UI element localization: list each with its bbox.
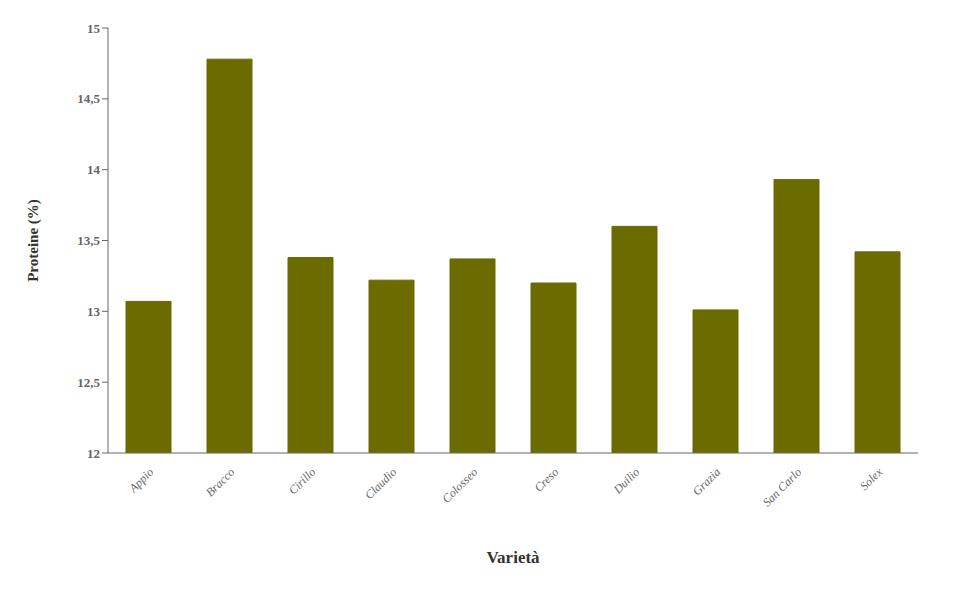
svg-text:14: 14 — [87, 162, 101, 177]
svg-text:Colosseo: Colosseo — [439, 465, 480, 506]
svg-text:Duilio: Duilio — [610, 465, 642, 497]
svg-text:Appio: Appio — [125, 465, 156, 496]
svg-text:San Carlo: San Carlo — [760, 465, 805, 510]
svg-text:Creso: Creso — [531, 465, 561, 495]
svg-text:Cirillo: Cirillo — [286, 465, 319, 498]
svg-text:Grazia: Grazia — [690, 465, 723, 498]
svg-text:12: 12 — [87, 446, 100, 461]
svg-text:Claudio: Claudio — [362, 465, 399, 502]
svg-text:12,5: 12,5 — [77, 375, 100, 390]
svg-text:13,5: 13,5 — [77, 233, 100, 248]
svg-text:Proteine (%): Proteine (%) — [25, 199, 42, 282]
svg-text:Solex: Solex — [857, 464, 886, 493]
svg-text:Bracco: Bracco — [203, 465, 237, 499]
svg-text:Varietà: Varietà — [486, 548, 540, 567]
svg-text:14,5: 14,5 — [77, 91, 100, 106]
svg-text:13: 13 — [87, 304, 101, 319]
svg-text:15: 15 — [87, 21, 101, 36]
